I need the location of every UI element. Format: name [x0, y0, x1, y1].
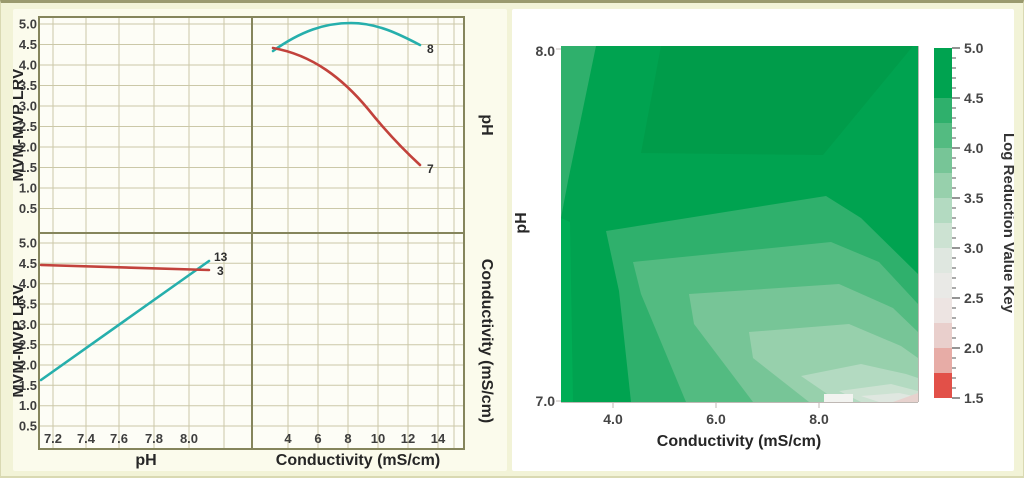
row2-factor-label: Conductivity (mS/cm) [478, 259, 495, 423]
x-ticks-ph: 7.2 7.4 7.6 7.8 8.0 [44, 431, 198, 446]
color-key-bands [934, 48, 952, 398]
svg-text:0.5: 0.5 [19, 419, 37, 434]
curves-bottom-left-cell [39, 259, 211, 382]
svg-text:3.0: 3.0 [19, 99, 37, 114]
curve-ph8 [271, 21, 422, 53]
svg-text:2.0: 2.0 [19, 140, 37, 155]
svg-text:14: 14 [431, 431, 446, 446]
svg-text:6: 6 [314, 431, 321, 446]
svg-text:7.6: 7.6 [110, 431, 128, 446]
plot-cell-frames [38, 16, 465, 450]
curve-label-cond3: 3 [217, 264, 224, 278]
curve-ph7 [271, 46, 422, 167]
y-ticks-row1: 5.0 4.5 4.0 3.5 3.0 2.5 2.0 1.5 1.0 0.5 [19, 17, 37, 217]
y-axis-title-row1: MVM-MVP LRV [13, 68, 27, 182]
curves-top-right-cell [271, 21, 422, 167]
curve-label-ph7: 7 [427, 162, 434, 176]
svg-text:5.0: 5.0 [19, 236, 37, 251]
contour-band [641, 46, 913, 155]
color-key-title: Log Reduction Value Key [1000, 133, 1014, 314]
contour-band [561, 218, 573, 402]
curve-cond13 [39, 259, 211, 382]
svg-text:4.5: 4.5 [19, 37, 37, 52]
svg-text:3.5: 3.5 [964, 190, 984, 206]
row1-factor-label: pH [478, 114, 495, 135]
contour-x-axis-title: Conductivity (mS/cm) [657, 433, 821, 450]
svg-text:7.2: 7.2 [44, 431, 62, 446]
contour-plot-panel: 8.0 7.0 4.0 6.0 8.0 Conductivity (mS/cm)… [512, 9, 1014, 471]
color-key-labels: 5.0 4.5 4.0 3.5 3.0 2.5 2.0 1.5 [964, 40, 984, 406]
curve-cond3 [39, 263, 211, 272]
svg-text:2.5: 2.5 [964, 290, 984, 306]
y-tick-7.0: 7.0 [536, 393, 556, 409]
svg-text:2.0: 2.0 [19, 358, 37, 373]
svg-text:1.5: 1.5 [19, 378, 37, 393]
y-axis-title-row2: MVM-MVP LRV [13, 284, 27, 398]
svg-text:12: 12 [401, 431, 415, 446]
contour-x-ticks: 4.0 6.0 8.0 [603, 411, 829, 427]
svg-text:8.0: 8.0 [809, 411, 829, 427]
interaction-plot-panel: 8 7 13 3 5.0 4.5 4.0 3.5 3.0 2.5 2.0 1.5… [13, 9, 507, 471]
svg-text:2.0: 2.0 [964, 340, 984, 356]
svg-text:4.0: 4.0 [19, 58, 37, 73]
svg-text:7.8: 7.8 [145, 431, 163, 446]
svg-text:10: 10 [371, 431, 385, 446]
curve-label-cond13: 13 [214, 250, 228, 264]
contour-bands [561, 46, 918, 402]
svg-text:4: 4 [284, 431, 292, 446]
svg-text:1.0: 1.0 [19, 398, 37, 413]
color-key-ticks [952, 47, 960, 399]
contour-y-axis-title: pH [513, 212, 530, 233]
gridlines [40, 18, 463, 448]
svg-text:8: 8 [344, 431, 351, 446]
svg-text:5.0: 5.0 [964, 40, 984, 56]
x-axis-title-conductivity: Conductivity (mS/cm) [276, 452, 440, 469]
contour-band [824, 394, 853, 402]
svg-text:0.5: 0.5 [19, 201, 37, 216]
y-tick-8.0: 8.0 [536, 43, 556, 59]
svg-text:4.0: 4.0 [603, 411, 623, 427]
svg-text:2.5: 2.5 [19, 119, 37, 134]
svg-text:4.5: 4.5 [19, 256, 37, 271]
x-ticks-conductivity: 4 6 8 10 12 14 [284, 431, 446, 446]
svg-text:2.5: 2.5 [19, 337, 37, 352]
svg-text:4.5: 4.5 [964, 90, 984, 106]
svg-text:1.0: 1.0 [19, 181, 37, 196]
svg-text:1.5: 1.5 [964, 390, 984, 406]
color-key: 5.0 4.5 4.0 3.5 3.0 2.5 2.0 1.5 Log Redu… [934, 40, 1014, 406]
svg-text:5.0: 5.0 [19, 17, 37, 32]
svg-text:3.0: 3.0 [19, 317, 37, 332]
svg-text:3.0: 3.0 [964, 240, 984, 256]
svg-text:6.0: 6.0 [706, 411, 726, 427]
svg-text:3.5: 3.5 [19, 297, 37, 312]
svg-text:4.0: 4.0 [964, 140, 984, 156]
svg-text:4.0: 4.0 [19, 276, 37, 291]
interaction-plot-svg: 8 7 13 3 5.0 4.5 4.0 3.5 3.0 2.5 2.0 1.5… [13, 16, 495, 469]
svg-text:3.5: 3.5 [19, 78, 37, 93]
contour-band [561, 46, 596, 218]
y-ticks-row2: 5.0 4.5 4.0 3.5 3.0 2.5 2.0 1.5 1.0 0.5 [19, 236, 37, 434]
contour-band [893, 393, 918, 402]
contour-axes [556, 46, 919, 408]
svg-text:1.5: 1.5 [19, 160, 37, 175]
x-axis-title-ph: pH [135, 452, 156, 469]
svg-text:7.4: 7.4 [77, 431, 96, 446]
contour-plot-svg: 8.0 7.0 4.0 6.0 8.0 Conductivity (mS/cm)… [513, 40, 1014, 450]
svg-text:8.0: 8.0 [180, 431, 198, 446]
curve-label-ph8: 8 [427, 42, 434, 56]
